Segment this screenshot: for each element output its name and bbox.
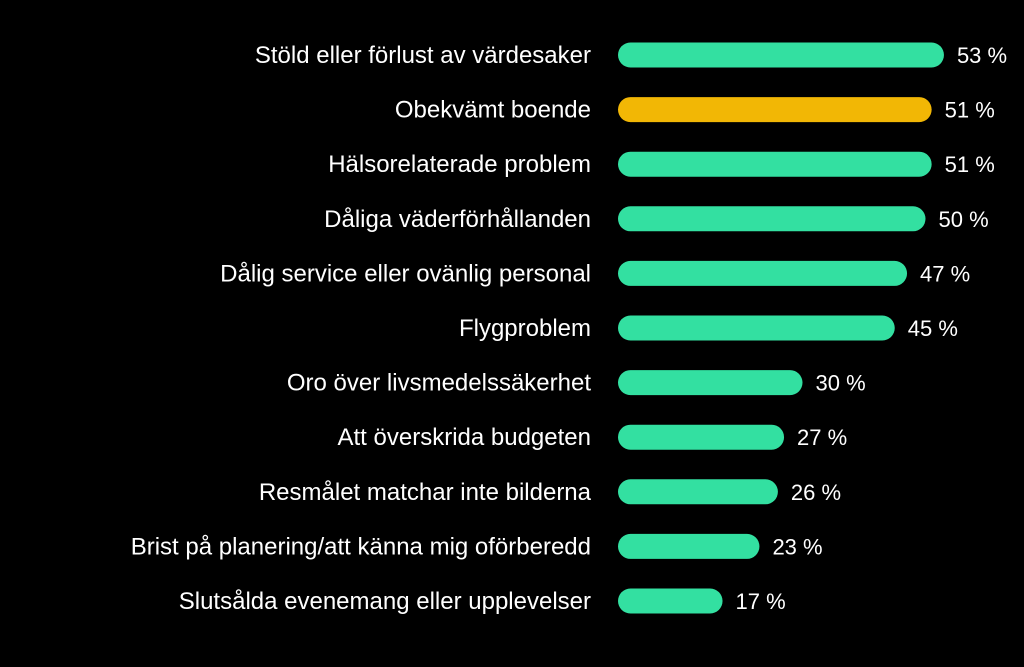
bar xyxy=(618,260,908,286)
value-label: 50 % xyxy=(939,207,989,232)
bar xyxy=(618,206,926,232)
category-label: Flygproblem xyxy=(459,315,591,342)
category-label: Dålig service eller ovänlig personal xyxy=(220,260,591,287)
value-label: 23 % xyxy=(772,534,822,559)
value-label: 26 % xyxy=(791,480,841,505)
value-label: 53 % xyxy=(957,43,1007,68)
category-label: Brist på planering/att känna mig oförber… xyxy=(131,533,591,560)
category-label: Oro över livsmedelssäkerhet xyxy=(287,370,591,397)
bar xyxy=(618,424,785,450)
value-label: 30 % xyxy=(816,371,866,396)
category-label: Stöld eller förlust av värdesaker xyxy=(255,42,591,69)
value-label: 27 % xyxy=(797,425,847,450)
category-label: Obekvämt boende xyxy=(395,97,591,124)
category-labels: Stöld eller förlust av värdesaker Obekväm… xyxy=(131,42,592,615)
bar xyxy=(618,479,778,505)
value-label: 51 % xyxy=(945,152,995,177)
bar xyxy=(618,370,803,396)
value-labels: 53 % 51 % 51 % 50 % 47 % 45 % 30 % 27 % 26 % 23 %… xyxy=(736,43,1008,614)
category-label: Slutsålda evenemang eller upplevelser xyxy=(179,588,591,615)
category-label: Hälsorelaterade problem xyxy=(328,151,591,178)
bar xyxy=(618,315,895,341)
value-label: 45 % xyxy=(908,316,958,341)
bar xyxy=(618,533,760,559)
category-label: Dåliga väderförhållanden xyxy=(324,206,591,233)
bars xyxy=(618,42,944,614)
value-label: 47 % xyxy=(920,261,970,286)
bar xyxy=(618,588,723,614)
category-label: Att överskrida budgeten xyxy=(338,424,592,451)
bar xyxy=(618,42,944,68)
category-label: Resmålet matchar inte bilderna xyxy=(259,479,592,506)
bar xyxy=(618,151,932,177)
bar xyxy=(618,97,932,123)
value-label: 17 % xyxy=(736,589,786,614)
value-label: 51 % xyxy=(945,98,995,123)
